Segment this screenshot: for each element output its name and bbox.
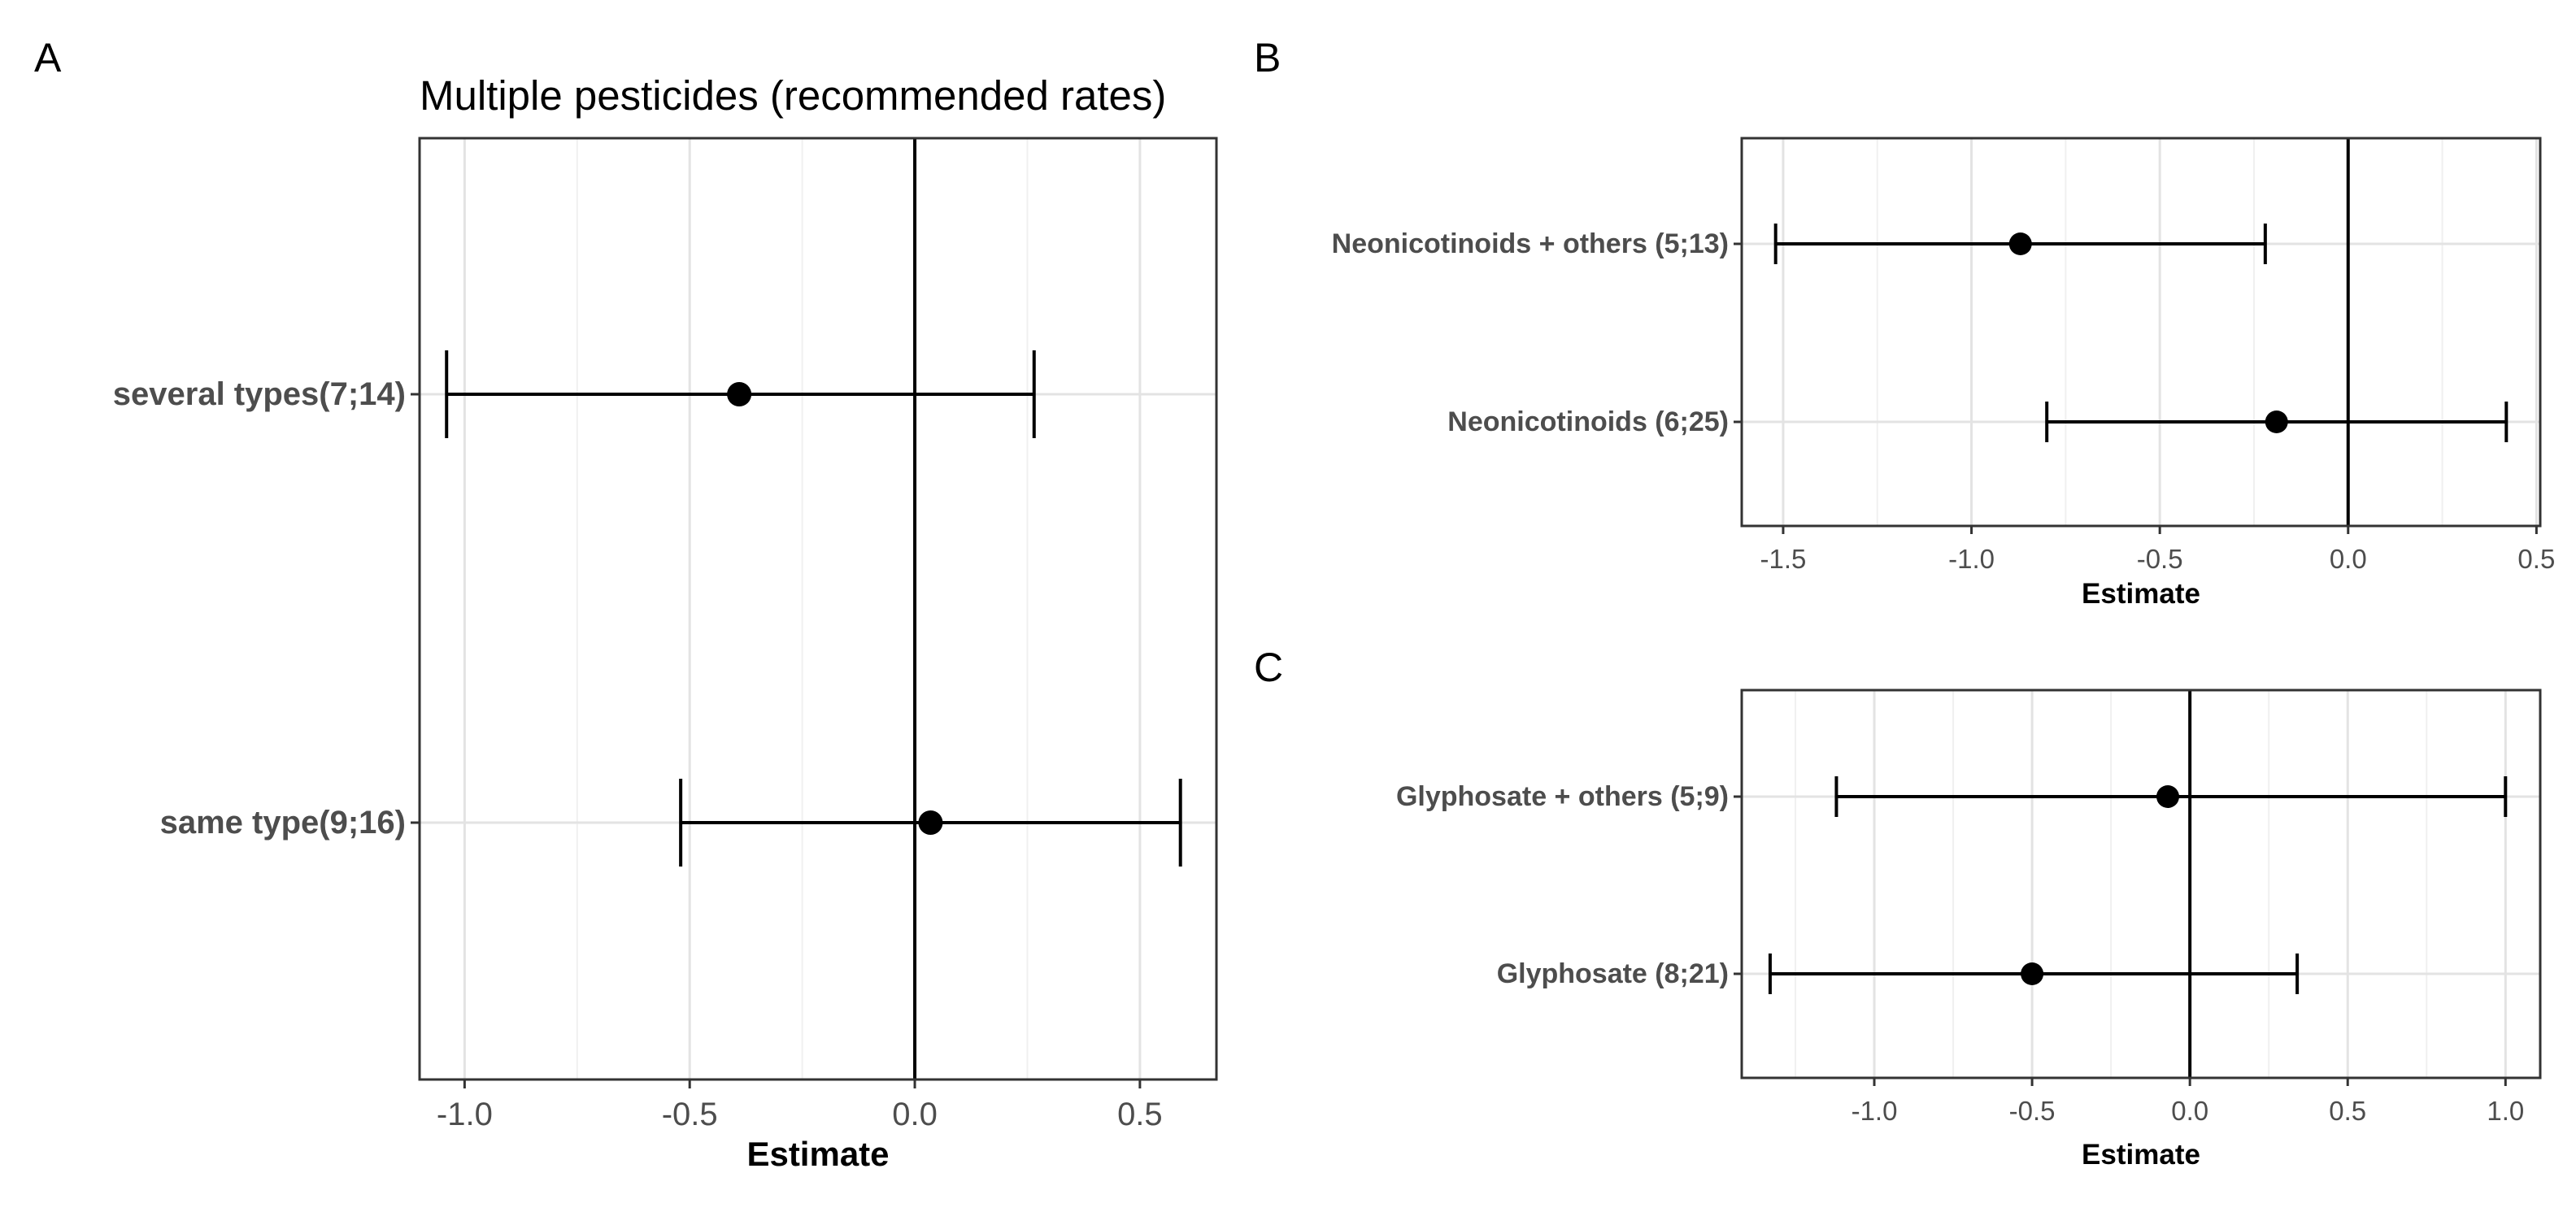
category-label: Neonicotinoids + others (5;13) bbox=[1332, 228, 1729, 259]
x-tick-label: 0.0 bbox=[2330, 544, 2367, 574]
panel-c: C Glyphosate + others (5;9) Glyphosate (8;… bbox=[1254, 645, 2542, 1171]
x-tick-label: 0.5 bbox=[1117, 1097, 1163, 1132]
point-estimate bbox=[2021, 962, 2044, 985]
x-tick-label: -1.0 bbox=[1948, 544, 1995, 574]
panel-b: B Neonicotinoids + others (5;13) Neonicoti… bbox=[1254, 35, 2555, 610]
category-label: Glyphosate + others (5;9) bbox=[1396, 781, 1729, 812]
x-tick-label: 1.0 bbox=[2487, 1096, 2524, 1126]
category-label: Glyphosate (8;21) bbox=[1497, 958, 1729, 989]
x-tick-label: -1.0 bbox=[437, 1097, 493, 1132]
panel-title: Multiple pesticides (recommended rates) bbox=[420, 72, 1166, 119]
panel-letter: C bbox=[1254, 645, 1283, 690]
x-axis-title: Estimate bbox=[2082, 578, 2200, 610]
x-tick-label: 0.5 bbox=[2517, 544, 2555, 574]
panel-background bbox=[1742, 690, 2540, 1078]
panel-a: A Multiple pesticides (recommended rates)… bbox=[34, 35, 1218, 1173]
x-axis-title: Estimate bbox=[2082, 1139, 2200, 1171]
category-label: Neonicotinoids (6;25) bbox=[1447, 406, 1729, 437]
x-tick-label: 0.0 bbox=[892, 1097, 938, 1132]
panel-border bbox=[418, 137, 1218, 1081]
panel-letter: B bbox=[1254, 35, 1281, 80]
x-tick-label: 0.0 bbox=[2171, 1096, 2208, 1126]
x-tick-label: -1.0 bbox=[1852, 1096, 1898, 1126]
point-estimate bbox=[2008, 232, 2032, 255]
category-label: several types(7;14) bbox=[113, 376, 406, 412]
panel-background bbox=[1742, 138, 2540, 526]
x-axis-title: Estimate bbox=[746, 1135, 889, 1173]
point-estimate bbox=[918, 810, 943, 835]
panel-border bbox=[1740, 689, 2542, 1080]
x-tick-label: -0.5 bbox=[2137, 544, 2183, 574]
category-label: same type(9;16) bbox=[160, 805, 406, 841]
panel-letter: A bbox=[34, 35, 62, 80]
point-estimate bbox=[727, 382, 752, 406]
panel-background bbox=[420, 138, 1216, 1080]
x-tick-label: -0.5 bbox=[2009, 1096, 2056, 1126]
x-tick-label: -1.5 bbox=[1760, 544, 1807, 574]
point-estimate bbox=[2265, 411, 2288, 433]
x-tick-label: 0.5 bbox=[2329, 1096, 2366, 1126]
x-tick-label: -0.5 bbox=[662, 1097, 718, 1132]
panel-border bbox=[1740, 137, 2542, 528]
point-estimate bbox=[2156, 785, 2179, 808]
